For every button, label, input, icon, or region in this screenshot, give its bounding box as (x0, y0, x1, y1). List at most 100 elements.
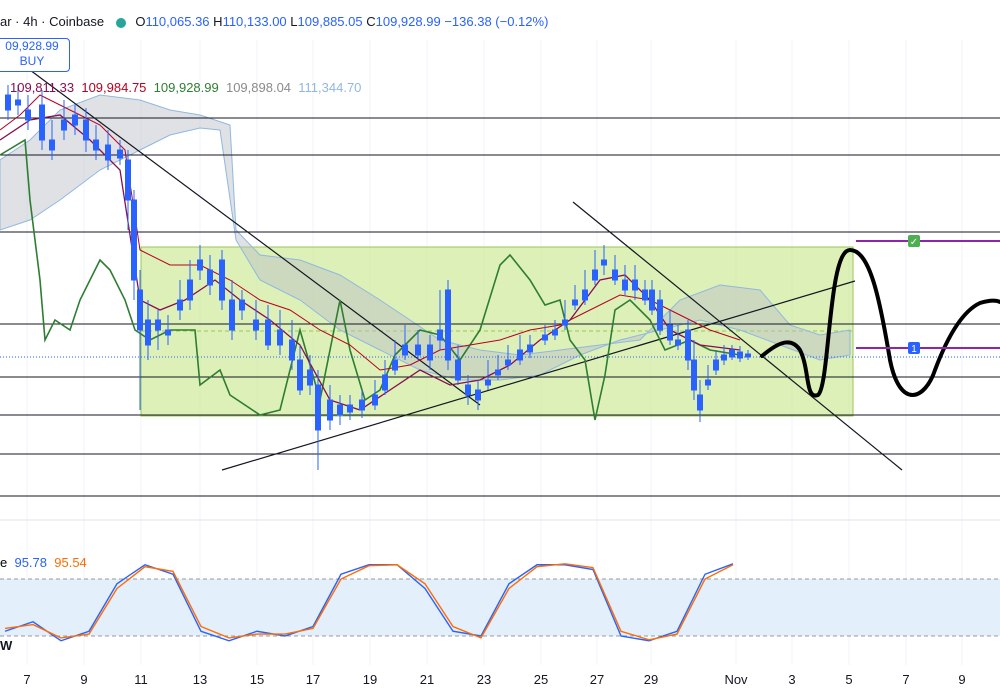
ichimoku-value-4: 109,898.04 (225, 80, 292, 95)
marker-one-icon (908, 342, 920, 354)
candle-body (721, 354, 727, 361)
candle-body (359, 399, 365, 411)
x-tick-label: 25 (533, 672, 549, 687)
candle-body (207, 269, 213, 286)
x-tick-label: 27 (589, 672, 605, 687)
x-tick-label: 5 (845, 672, 853, 687)
candle-body (582, 289, 588, 301)
candle-body (39, 104, 45, 141)
candle-body (601, 259, 607, 266)
candle-body (622, 279, 628, 291)
target-lines: ✓1 (856, 235, 1000, 355)
chart-header: ar · 4h · Coinbase O110,065.36 H110,133.… (0, 14, 548, 29)
check-marker-glyph: ✓ (910, 237, 918, 248)
candle-body (445, 289, 451, 361)
candle-body (505, 359, 511, 366)
candle-body (495, 369, 501, 376)
candle-body (289, 339, 295, 361)
candle-body (145, 319, 151, 346)
check-marker-icon (908, 235, 920, 247)
trendline-down-2 (572, 201, 903, 471)
chikou-line (0, 138, 741, 421)
x-tick-label: 17 (305, 672, 321, 687)
candle-body (642, 289, 648, 301)
candle-body (337, 404, 343, 416)
candle-body (713, 359, 719, 371)
candle-body (527, 344, 533, 353)
stoch-legend: e 95.78 95.54 (0, 555, 87, 570)
candle-body (729, 349, 735, 358)
ichimoku-value-5: 111,344.70 (298, 80, 362, 95)
candle-body (347, 404, 353, 413)
stoch-d-value: 95.54 (54, 555, 87, 570)
candle-body (197, 259, 203, 271)
open-value: 110,065.36 (145, 14, 210, 29)
candle-body (117, 149, 123, 159)
candle-body (155, 319, 161, 331)
candle-body (667, 324, 673, 341)
candle-body (137, 289, 143, 331)
candle-body (105, 144, 111, 161)
candle-body (562, 319, 568, 326)
candle-body (437, 329, 443, 341)
candle-body (745, 353, 751, 358)
ichimoku-legend: 109,811.33 109,984.75 109,928.99 109,898… (10, 80, 361, 95)
candle-body (229, 299, 235, 331)
candle-body (697, 394, 703, 411)
candle-body (475, 389, 481, 401)
open-label: O (135, 14, 146, 29)
candle-body (402, 344, 408, 356)
close-label: C (366, 14, 376, 29)
candle-body (372, 394, 378, 406)
stoch-line-D (4, 563, 734, 641)
candle-body (552, 329, 558, 336)
candle-body (277, 329, 283, 346)
x-tick-label: 11 (134, 672, 148, 687)
candle-body (382, 374, 388, 391)
stoch-line-K (4, 563, 734, 642)
ichimoku-value-1: 109,811.33 (10, 80, 75, 95)
candle-body (465, 384, 471, 396)
candle-body (415, 344, 421, 356)
candle-body (392, 359, 398, 371)
candle-body (297, 359, 303, 391)
hand-drawn-projection (760, 247, 1000, 398)
candle-body (327, 399, 333, 421)
x-tick-label: 9 (80, 672, 88, 687)
ichimoku-value-2: 109,984.75 (81, 80, 147, 95)
candle-body (72, 114, 78, 126)
candle-body (517, 349, 523, 361)
status-dot-icon (115, 17, 126, 28)
candle-body (187, 279, 193, 301)
x-tick-label: 29 (643, 672, 659, 687)
high-value: 110,133.00 (222, 14, 287, 29)
x-tick-label: 7 (902, 672, 910, 687)
stochastic-pane (0, 563, 1000, 642)
candle-body (265, 319, 271, 346)
buy-label: BUY (19, 54, 45, 68)
x-tick-label: 15 (249, 672, 265, 687)
ichimoku-value-3: 109,928.99 (153, 80, 219, 95)
low-value: 109,885.05 (297, 14, 363, 29)
candle-body (455, 359, 461, 381)
candle-body (5, 94, 11, 111)
x-tick-label: 3 (788, 672, 796, 687)
x-tick-label: 7 (23, 672, 31, 687)
candle-body (542, 334, 548, 341)
high-label: H (213, 14, 223, 29)
x-tick-label: Nov (724, 672, 748, 687)
low-label: L (290, 14, 298, 29)
buy-button[interactable]: 09,928.99 BUY (0, 38, 70, 72)
x-tick-label: 9 (958, 672, 966, 687)
candle-body (239, 299, 245, 311)
candles (5, 85, 751, 470)
change-value: −136.38 (−0.12%) (444, 14, 549, 29)
buy-price: 09,928.99 (5, 39, 59, 53)
horizontal-levels (0, 117, 1000, 497)
candle-body (632, 279, 638, 291)
candle-body (125, 159, 131, 201)
x-tick-label: 23 (476, 672, 492, 687)
candle-body (315, 384, 321, 431)
candle-body (83, 119, 89, 141)
